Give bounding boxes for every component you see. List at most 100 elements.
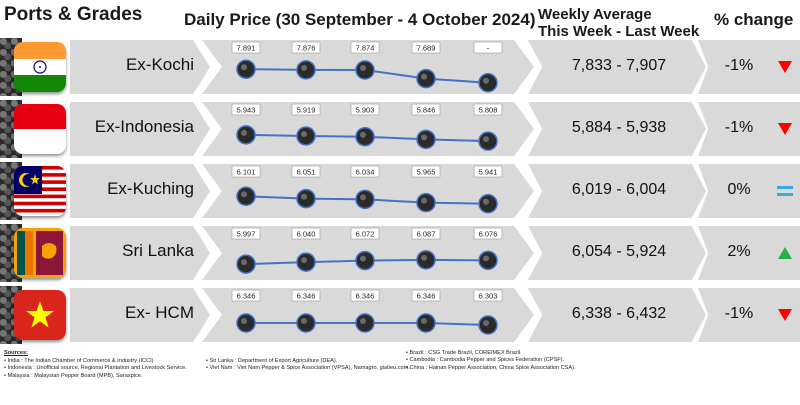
data-label-text: 6.051 [297,168,316,177]
sri-lanka-flag-icon [14,228,66,278]
port-name: Ex- HCM [125,303,194,322]
data-label-text: 5.965 [417,168,436,177]
weekly-average-line2: This Week - Last Week [538,23,700,40]
table-row: Ex-Kuching 6,019 - 6,004 0% 6.101 6.051 6.034… [0,162,800,220]
average-segment [528,102,706,156]
data-point [355,126,375,147]
data-label-text: 6.346 [417,292,436,301]
data-label: 6.346 [350,289,380,302]
name-segment [70,102,210,156]
data-label: 5.943 [231,103,261,116]
data-label: 7.874 [350,41,380,54]
data-point [296,126,316,146]
data-label-text: 5.941 [479,168,498,177]
source-item: • Viet Nam : Viet Nam Pepper & Spice Ass… [206,365,410,372]
data-point [416,129,436,150]
data-point [296,60,316,80]
name-segment [70,40,210,94]
ports-grades-header: Ports & Grades [4,4,143,25]
average-segment [528,288,706,342]
weekly-average-value: 6,054 - 5,924 [571,243,667,260]
data-point [355,189,375,210]
data-point [478,73,498,93]
data-label-text: - [487,44,490,53]
average-segment [528,40,706,94]
data-label-text: 5.943 [237,106,256,115]
equal-icon [777,186,793,196]
data-label-text: 5.919 [297,106,316,115]
data-label: 6.072 [350,227,380,240]
daily-price-chart: 6.346 6.346 6.346 6.346 6.303 [231,289,503,335]
name-segment [70,288,210,342]
daily-price-chart: 7.891 7.876 7.874 7.689 - [231,41,503,93]
percent-change-value: 0% [727,181,751,198]
daily-price-header: Daily Price (30 September - 4 October 20… [184,10,536,29]
average-segment [528,226,706,280]
data-label-text: 5.997 [237,230,256,239]
down-arrow-icon [778,309,792,321]
data-label: 5.941 [473,165,503,178]
flag [14,228,66,278]
source-item: • Brazil : CSG Trade Brazil, COREIMEX Br… [406,350,522,356]
data-label: 5.808 [473,103,503,116]
data-point [236,254,256,274]
data-label-text: 6.072 [356,230,375,239]
percent-change-value: 2% [727,243,751,260]
data-point [478,131,498,151]
data-point [296,313,316,333]
data-label: 6.087 [411,227,441,240]
data-label: 7.689 [411,41,441,54]
weekly-average-header: Weekly Average This Week - Last Week [538,6,699,40]
data-label: 5.919 [291,103,321,116]
data-label: 5.846 [411,103,441,116]
sources-col-2: • Sri Lanka : Department of Export Agric… [206,358,410,373]
data-label-text: 7.689 [417,44,436,53]
data-label: 6.346 [231,289,261,302]
source-item: • Cambodia : Cambodia Pepper and Spices … [406,357,565,364]
data-point [478,315,498,335]
data-label-text: 5.808 [479,106,498,115]
data-label-text: 6.346 [297,292,316,301]
data-point [478,250,498,271]
flag [14,166,66,216]
data-point [478,193,498,214]
sources-section: Sources: • India : The Indian Chamber of… [4,350,796,379]
indonesia-flag-icon [14,104,66,154]
data-point [355,250,375,271]
data-point [416,313,436,333]
percent-change-value: -1% [724,119,754,136]
data-label-text: 6.034 [356,168,375,177]
data-label: 6.346 [291,289,321,302]
average-segment [528,164,706,218]
sources-col-3: • Brazil : CSG Trade Brazil, COREIMEX Br… [406,350,576,372]
source-item: • Sri Lanka : Department of Export Agric… [206,358,338,364]
table-row: Ex- HCM 6,338 - 6,432 -1% 6.346 6.346 6.346 6.… [0,286,800,344]
data-point [296,188,316,209]
data-label: 6.101 [231,165,261,178]
data-point [416,192,436,213]
sources-col-1: • India : The Indian Chamber of Commerce… [4,358,187,380]
data-label-text: 5.846 [417,106,436,115]
weekly-average-line1: Weekly Average [538,6,652,23]
data-point [355,313,375,333]
port-name: Ex-Kochi [125,55,194,74]
down-arrow-icon [778,61,792,73]
table-row: Ex-Kochi 7,833 - 7,907 -1% 7.891 7.876 7.874 7… [0,38,800,96]
daily-price-chart: 5.943 5.919 5.903 5.846 5.808 [231,103,503,151]
port-name: Ex-Kuching [107,179,194,198]
data-point [416,68,436,89]
data-point [236,186,256,207]
data-point [296,252,316,272]
change-segment [698,164,800,218]
data-label-text: 7.891 [237,44,256,53]
data-label: 6.303 [473,289,503,302]
daily-price-chart: 6.101 6.051 6.034 5.965 5.941 [231,165,503,214]
data-label-text: 7.876 [297,44,316,53]
data-label-text: 6.076 [479,230,498,239]
data-label: 6.346 [411,289,441,302]
flag [14,42,66,92]
table-row: Ex-Indonesia 5,884 - 5,938 -1% 5.943 5.919 5.… [0,100,800,158]
weekly-average-value: 6,338 - 6,432 [571,305,667,322]
name-segment [70,164,210,218]
flag [14,104,66,154]
